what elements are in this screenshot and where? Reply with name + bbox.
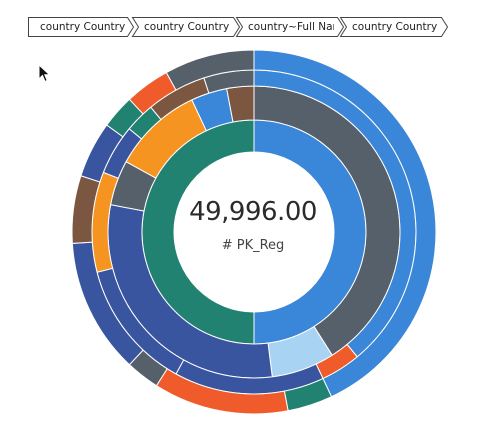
breadcrumb-item-country-r[interactable]: country Country R...	[339, 17, 449, 37]
breadcrumb-label: country Country S...	[40, 21, 126, 33]
breadcrumb-label: country Country I...	[144, 21, 230, 33]
breadcrumb-item-full-name[interactable]: country~Full Name	[235, 17, 345, 37]
breadcrumb-label: country~Full Name	[248, 21, 334, 33]
breadcrumb-item-country-i[interactable]: country Country I...	[131, 17, 241, 37]
center-measure-label: # PK_Reg	[221, 238, 285, 253]
breadcrumb-label: country Country R...	[352, 21, 438, 33]
ring-4-slice-9[interactable]	[165, 49, 255, 91]
center-total-value: 49,996.00	[189, 197, 317, 227]
breadcrumb-item-country-s[interactable]: country Country S...	[28, 17, 135, 37]
breadcrumb: country Country S... country Country I..…	[28, 17, 449, 37]
mouse-cursor-icon	[38, 64, 51, 83]
